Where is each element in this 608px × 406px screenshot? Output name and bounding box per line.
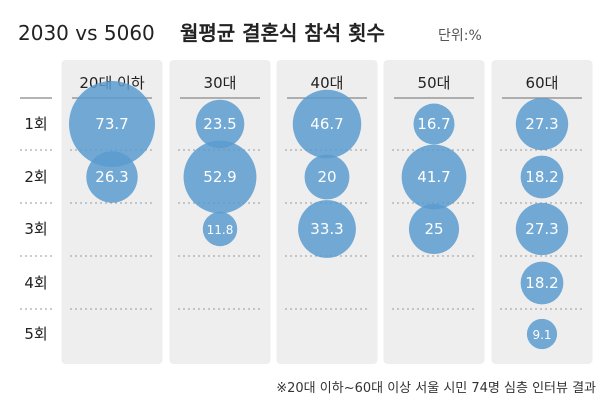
row-label: 3회 [24,220,47,238]
bubble [526,318,558,350]
chart-title-bold: 월평균 결혼식 참석 횟수 [180,21,385,45]
bubble-value-label: 25 [424,220,443,238]
bubble [413,103,455,145]
column-label: 50대 [418,74,451,92]
bubble-value-label: 18.2 [525,274,558,292]
bubble [292,89,362,159]
bubble [298,200,356,258]
bubble-value-label: 73.7 [95,115,128,133]
bubble-value-label: 46.7 [310,115,343,133]
row-label: 1회 [24,115,47,133]
row-labels: 1회 2회 3회 4회 5회 [20,97,52,343]
bubble [202,211,238,247]
bubble-value-label: 20 [317,168,336,186]
bubble-value-label: 23.5 [203,115,236,133]
column-label: 60대 [526,74,559,92]
bubble [401,144,467,210]
bubble [304,154,350,200]
bubble [408,203,460,255]
bubble-value-label: 52.9 [203,168,236,186]
unit-label: 단위:% [438,28,482,44]
bubble [195,99,245,149]
bubble [183,140,257,214]
bubble-value-label: 9.1 [532,328,551,342]
chart-title-light: 2030 vs 5060 [18,21,155,45]
bubble-value-label: 41.7 [417,168,450,186]
bubble [515,97,569,151]
bubble [520,261,564,305]
bubble [86,151,138,203]
bubble-value-label: 18.2 [525,168,558,186]
bubble [520,155,564,199]
bubbles: 73.7 26.3 23.5 52.9 11.8 46.7 20 33.3 16.7 41.7 25… [69,81,569,350]
row-label: 2회 [24,168,47,186]
bubble-value-label: 11.8 [207,223,234,237]
bubble-value-label: 16.7 [417,115,450,133]
column-label: 30대 [204,74,237,92]
bubble-value-label: 27.3 [525,220,558,238]
column-label: 40대 [311,74,344,92]
bubble-value-label: 26.3 [95,168,128,186]
bubble [69,81,155,167]
row-label: 5회 [24,325,47,343]
footnote: ※20대 이하~60대 이상 서울 시민 74명 심층 인터뷰 결과 [276,381,596,396]
bubble-value-label: 33.3 [310,220,343,238]
bubble [515,202,569,256]
row-label: 4회 [24,274,47,292]
bubble-value-label: 27.3 [525,115,558,133]
